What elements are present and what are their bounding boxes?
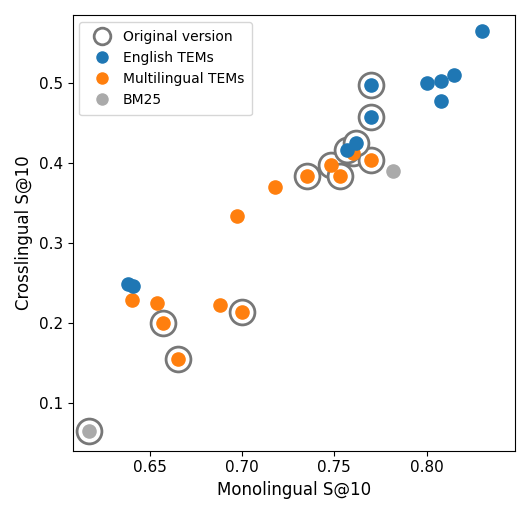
Point	[389, 167, 398, 175]
Point	[85, 427, 93, 435]
Point	[123, 280, 132, 288]
Point	[173, 355, 182, 363]
Point	[129, 282, 138, 290]
Point	[326, 161, 335, 170]
Point	[127, 296, 136, 304]
Point	[216, 301, 224, 309]
Point	[422, 79, 431, 87]
Point	[437, 77, 446, 85]
Point	[367, 156, 375, 164]
Point	[352, 139, 361, 147]
Point	[352, 139, 361, 147]
Point	[367, 113, 375, 121]
Point	[367, 156, 375, 164]
Point	[335, 172, 344, 180]
Point	[437, 97, 446, 105]
Point	[343, 146, 351, 154]
Point	[335, 172, 344, 180]
Point	[367, 81, 375, 89]
Y-axis label: Crosslingual S@10: Crosslingual S@10	[15, 156, 33, 310]
Point	[343, 146, 351, 154]
Point	[349, 149, 357, 157]
Point	[238, 307, 246, 316]
Point	[450, 71, 458, 79]
Point	[158, 319, 167, 327]
Point	[367, 81, 375, 89]
Point	[326, 161, 335, 170]
Point	[303, 172, 311, 180]
Point	[303, 172, 311, 180]
Point	[158, 319, 167, 327]
Point	[349, 149, 357, 157]
Point	[238, 307, 246, 316]
Point	[367, 113, 375, 121]
Point	[478, 27, 486, 35]
Point	[271, 183, 279, 191]
Point	[153, 299, 162, 307]
Point	[85, 427, 93, 435]
Legend: Original version, English TEMs, Multilingual TEMs, BM25: Original version, English TEMs, Multilin…	[80, 22, 252, 116]
Point	[173, 355, 182, 363]
Point	[232, 212, 241, 221]
X-axis label: Monolingual S@10: Monolingual S@10	[217, 481, 371, 499]
